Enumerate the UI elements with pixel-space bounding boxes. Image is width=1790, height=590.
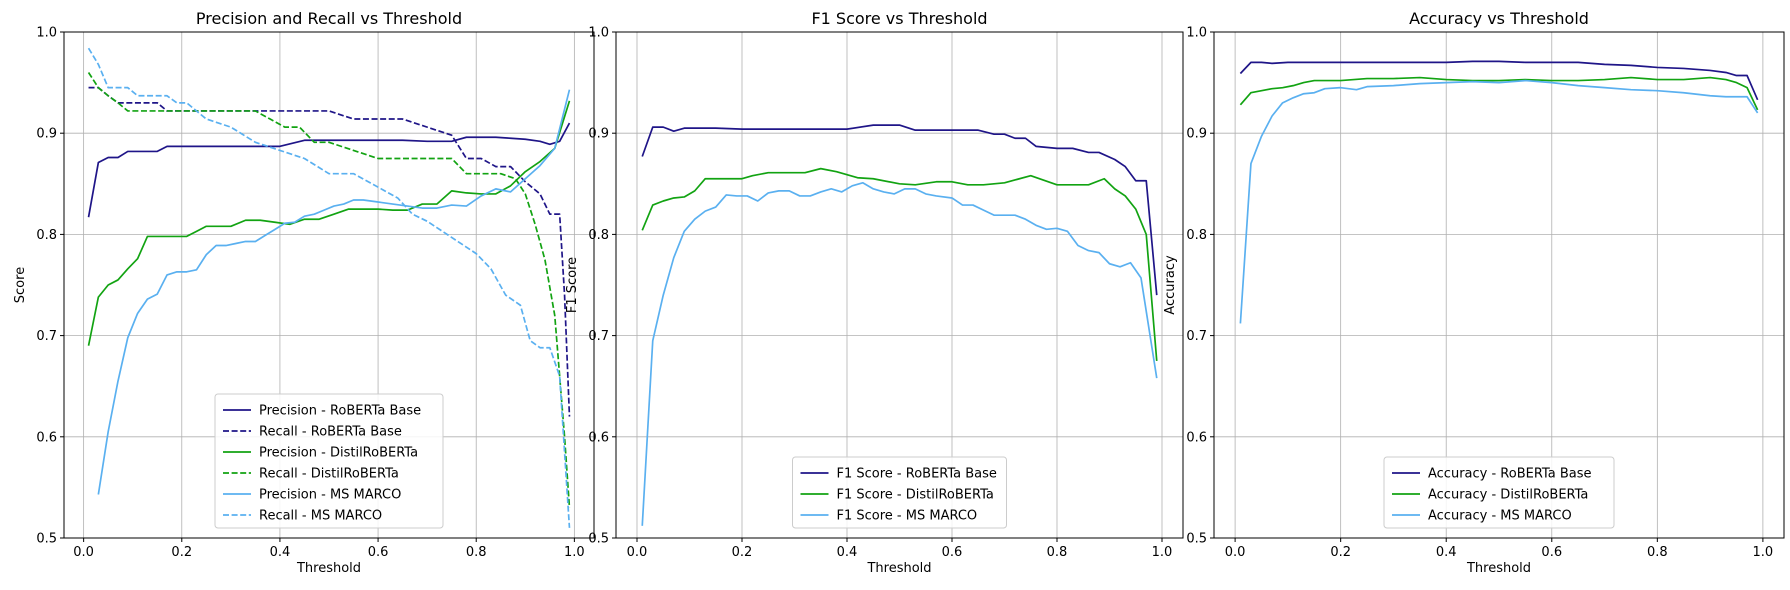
f1-score-ytick-label-0: 0.5 — [588, 532, 609, 547]
accuracy-legend-label-0: Accuracy - RoBERTa Base — [1428, 467, 1591, 482]
accuracy-ticks: 0.0 0.2 0.4 0.6 0.8 1.0 0.5 0.6 0.7 0.8 0.9 1.0 — [1186, 26, 1785, 560]
accuracy-ytick-label-3: 0.8 — [1186, 228, 1207, 243]
precision-recall-ytick-label-2: 0.7 — [36, 329, 57, 344]
accuracy-plot-frame — [1213, 31, 1785, 539]
precision-recall-legend-box — [214, 393, 444, 529]
f1-score-legend-label-1: F1 Score - DistilRoBERTa — [837, 488, 994, 503]
precision-recall-chart: 0.0 0.2 0.4 0.6 0.8 1.0 0.5 0.6 0.7 0.8 0.9 1.0 Pre… — [13, 9, 595, 576]
f1-score-line-0 — [641, 124, 1158, 296]
accuracy-y-axis-label: Accuracy — [1163, 255, 1178, 315]
precision-recall-legend-label-2: Precision - DistilRoBERTa — [259, 446, 418, 461]
f1-score-title: F1 Score vs Threshold — [811, 9, 987, 28]
f1-score-chart: 0.0 0.2 0.4 0.6 0.8 1.00.50.60.70.80.91.0 F1 … — [565, 9, 1184, 576]
accuracy-ytick-label-5: 1.0 — [1186, 26, 1207, 41]
f1-score-series — [641, 124, 1158, 526]
precision-recall-line-4 — [97, 89, 571, 495]
precision-recall-legend-label-4: Precision - MS MARCO — [259, 488, 401, 503]
precision-recall-xtick-label-3: 0.6 — [368, 545, 389, 560]
f1-score-xtick-label-5: 1.0 — [1152, 545, 1173, 560]
f1-score-x-axis-label: Threshold — [866, 561, 931, 576]
accuracy-line-1 — [1239, 76, 1759, 111]
f1-score-legend-label-2: F1 Score - MS MARCO — [837, 509, 978, 524]
f1-score-xtick-label-2: 0.4 — [837, 545, 858, 560]
accuracy-x-axis-label: Threshold — [1466, 561, 1531, 576]
accuracy-legend: Accuracy - RoBERTa Base Accuracy - Distil… — [1383, 456, 1615, 529]
f1-score-plot-frame — [615, 31, 1184, 539]
precision-recall-legend-label-0: Precision - RoBERTa Base — [259, 404, 421, 419]
precision-recall-y-axis-label: Score — [13, 267, 28, 303]
f1-score-line-2 — [641, 181, 1158, 526]
f1-score-xtick-label-3: 0.6 — [942, 545, 963, 560]
precision-recall-ytick-label-4: 0.9 — [36, 127, 57, 142]
accuracy-xtick-label-1: 0.2 — [1330, 545, 1351, 560]
accuracy-ytick-label-1: 0.6 — [1186, 430, 1207, 445]
accuracy-legend-label-1: Accuracy - DistilRoBERTa — [1428, 488, 1588, 503]
precision-recall-legend-label-5: Recall - MS MARCO — [259, 509, 382, 524]
precision-recall-line-0 — [87, 122, 571, 218]
accuracy-xtick-label-5: 1.0 — [1753, 545, 1774, 560]
accuracy-xtick-label-3: 0.6 — [1541, 545, 1562, 560]
precision-recall-legend-label-1: Recall - RoBERTa Base — [259, 425, 402, 440]
precision-recall-title: Precision and Recall vs Threshold — [196, 9, 462, 28]
f1-score-line-1 — [641, 167, 1158, 361]
f1-score-xtick-label-0: 0.0 — [627, 545, 648, 560]
f1-score-ytick-label-4: 0.9 — [588, 127, 609, 142]
precision-recall-xtick-label-2: 0.4 — [270, 545, 291, 560]
accuracy-line-0 — [1239, 60, 1759, 101]
precision-recall-xtick-label-0: 0.0 — [73, 545, 94, 560]
accuracy-legend-box — [1383, 456, 1615, 529]
precision-recall-ytick-label-3: 0.8 — [36, 228, 57, 243]
accuracy-legend-label-2: Accuracy - MS MARCO — [1428, 509, 1572, 524]
accuracy-xtick-label-2: 0.4 — [1436, 545, 1457, 560]
f1-score-ytick-label-3: 0.8 — [588, 228, 609, 243]
precision-recall-xtick-label-1: 0.2 — [171, 545, 192, 560]
precision-recall-grid — [64, 31, 594, 539]
accuracy-series — [1239, 60, 1759, 324]
accuracy-chart: 0.0 0.2 0.4 0.6 0.8 1.0 0.5 0.6 0.7 0.8 0.9 1.0 Acc… — [1163, 9, 1785, 576]
f1-score-legend: F1 Score - RoBERTa Base F1 Score - Distil… — [792, 456, 1007, 529]
precision-recall-xtick-label-5: 1.0 — [564, 545, 585, 560]
f1-score-ytick-label-2: 0.7 — [588, 329, 609, 344]
accuracy-xtick-label-4: 0.8 — [1647, 545, 1668, 560]
precision-recall-line-2 — [87, 100, 571, 346]
precision-recall-line-5 — [87, 47, 571, 528]
accuracy-xtick-label-0: 0.0 — [1225, 545, 1246, 560]
precision-recall-plot-frame — [63, 31, 595, 539]
precision-recall-ytick-label-5: 1.0 — [36, 26, 57, 41]
accuracy-title: Accuracy vs Threshold — [1409, 9, 1589, 28]
precision-recall-line-1 — [88, 86, 571, 417]
f1-score-y-axis-label: F1 Score — [565, 257, 580, 313]
f1-score-ytick-label-5: 1.0 — [588, 26, 609, 41]
f1-score-legend-label-0: F1 Score - RoBERTa Base — [837, 467, 997, 482]
accuracy-line-2 — [1239, 79, 1759, 324]
precision-recall-legend: Precision - RoBERTa Base Recall - RoBERTa… — [214, 393, 444, 529]
accuracy-ytick-label-0: 0.5 — [1186, 532, 1207, 547]
precision-recall-xtick-label-4: 0.8 — [466, 545, 487, 560]
accuracy-ytick-label-2: 0.7 — [1186, 329, 1207, 344]
precision-recall-legend-label-3: Recall - DistilRoBERTa — [259, 467, 399, 482]
accuracy-ytick-label-4: 0.9 — [1186, 127, 1207, 142]
precision-recall-ytick-label-1: 0.6 — [36, 430, 57, 445]
f1-score-legend-box — [792, 456, 1007, 529]
precision-recall-ticks: 0.0 0.2 0.4 0.6 0.8 1.0 0.5 0.6 0.7 0.8 0.9 1.0 — [36, 26, 595, 560]
precision-recall-ytick-label-0: 0.5 — [36, 532, 57, 547]
f1-score-xtick-label-4: 0.8 — [1047, 545, 1068, 560]
f1-score-ticks: 0.0 0.2 0.4 0.6 0.8 1.0 0.5 0.6 0.7 0.8 0.9 1.0 — [588, 26, 1184, 560]
f1-score-xtick-label-1: 0.2 — [732, 545, 753, 560]
f1-score-ytick-label-1: 0.6 — [588, 430, 609, 445]
precision-recall-x-axis-label: Threshold — [296, 561, 361, 576]
precision-recall-line-3 — [87, 72, 571, 508]
precision-recall-series — [87, 47, 571, 528]
